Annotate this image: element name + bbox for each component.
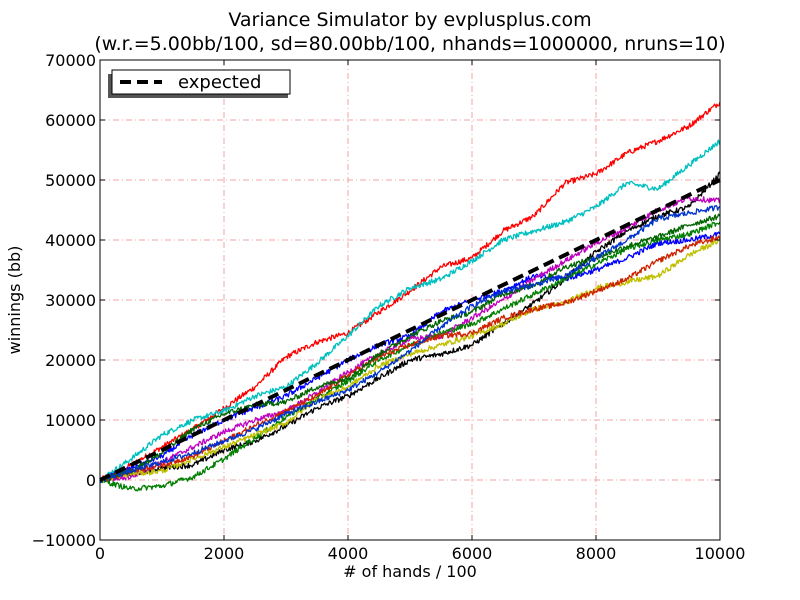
chart-title: Variance Simulator by evplusplus.com (228, 9, 591, 31)
series-line-1 (99, 139, 721, 482)
expected-line (99, 178, 721, 482)
x-tick-label: 6000 (452, 544, 493, 563)
x-tick-label: 4000 (328, 544, 369, 563)
tick-layer: 0 2000 4000 6000 8000 10000−10000010000200003… (32, 51, 746, 563)
x-tick-label: 10000 (695, 544, 746, 563)
series-line-3 (99, 231, 721, 484)
y-tick-label: 10000 (45, 411, 96, 430)
y-tick-label: 30000 (45, 291, 96, 310)
series-line-7 (99, 235, 721, 482)
chart-subtitle: (w.r.=5.00bb/100, sd=80.00bb/100, nhands… (94, 33, 725, 55)
x-tick-label: 0 (95, 544, 105, 563)
y-tick-label: 60000 (45, 111, 96, 130)
series-line-2 (99, 171, 721, 483)
y-tick-label: 50000 (45, 171, 96, 190)
y-tick-label: 20000 (45, 351, 96, 370)
y-tick-label: 40000 (45, 231, 96, 250)
x-tick-label: 8000 (576, 544, 617, 563)
y-tick-label: 70000 (45, 51, 96, 70)
series-line-5 (99, 221, 721, 492)
y-tick-label: −10000 (32, 531, 96, 550)
series-line-0 (99, 101, 721, 481)
grid-layer (100, 60, 720, 540)
series-layer (99, 101, 721, 492)
y-axis-label: winnings (bb) (5, 246, 24, 355)
x-tick-label: 2000 (204, 544, 245, 563)
y-tick-label: 0 (86, 471, 96, 490)
legend: expected (108, 69, 291, 98)
x-axis-label: # of hands / 100 (343, 562, 477, 581)
expected-layer (99, 178, 721, 482)
series-line-4 (99, 196, 721, 483)
legend-expected-label: expected (178, 72, 261, 93)
series-line-8 (99, 213, 721, 483)
series-line-9 (99, 204, 721, 483)
